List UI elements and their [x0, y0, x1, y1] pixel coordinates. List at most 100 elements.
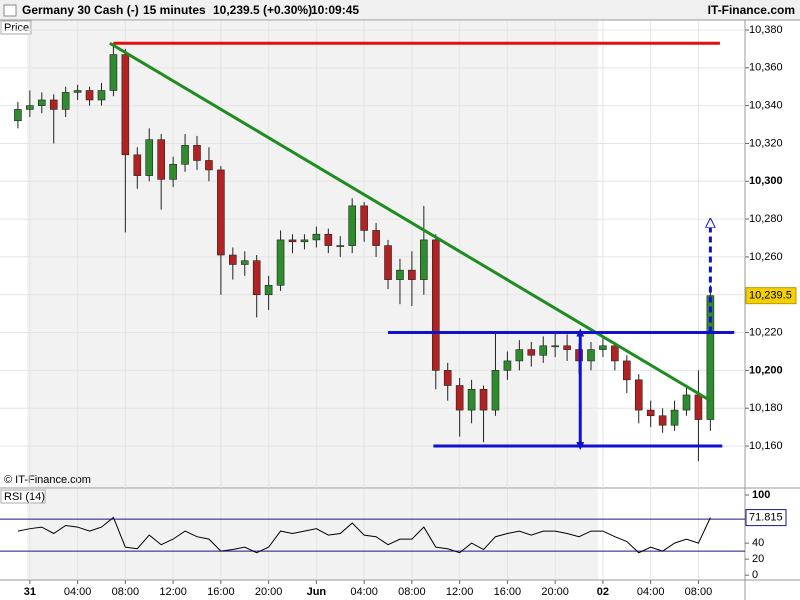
rsi-y-tick-label: 20 — [752, 553, 764, 565]
y-tick-label: 10,300 — [749, 175, 783, 187]
candle-body — [408, 269, 416, 280]
candle-body — [181, 145, 189, 165]
menu-icon[interactable] — [3, 4, 17, 17]
x-tick-label: 20:00 — [541, 586, 569, 598]
candle-body — [324, 233, 333, 246]
x-tick-label: 12:00 — [446, 586, 474, 598]
candle-body — [420, 239, 428, 280]
y-tick-label: 10,180 — [749, 402, 783, 414]
candle-body — [336, 245, 345, 247]
annotation-line — [109, 41, 712, 402]
rsi-y-tick-label: 0 — [752, 569, 758, 581]
candle-body — [288, 239, 297, 243]
y-tick-label: 10,360 — [749, 62, 783, 74]
candle-body — [229, 254, 237, 265]
x-tick-label: 20:00 — [255, 586, 283, 598]
price-label: Price — [4, 22, 29, 34]
candle-body — [623, 360, 631, 381]
rsi-y-tick-label: 100 — [752, 489, 770, 501]
candle-body — [97, 90, 106, 101]
candle-body — [157, 139, 165, 180]
candle-body — [682, 394, 691, 411]
candle-body — [217, 169, 225, 256]
rsi-y-tick-label: 40 — [752, 537, 764, 549]
rsi-last-label: 71.815 — [749, 512, 783, 524]
y-tick-label: 10,280 — [749, 213, 783, 225]
session-shade — [27, 21, 598, 488]
x-tick-label: 31 — [24, 586, 36, 598]
candle-body — [706, 295, 715, 420]
y-tick-label: 10,160 — [749, 440, 783, 452]
candle-body — [49, 99, 58, 110]
y-tick-label: 10,320 — [749, 137, 783, 149]
x-tick-label: Jun — [307, 586, 327, 598]
x-tick-label: 04:00 — [64, 586, 92, 598]
candle-body — [515, 349, 524, 362]
candle-body — [252, 260, 261, 296]
candle-body — [634, 379, 643, 411]
x-tick-label: 04:00 — [350, 586, 378, 598]
x-tick-label: 16:00 — [207, 586, 235, 598]
candle-body — [264, 284, 273, 296]
candle-body — [240, 260, 249, 265]
source: IT-Finance.com — [708, 3, 795, 17]
candle-body — [384, 245, 392, 280]
candle-body — [587, 349, 595, 362]
candle-body — [73, 90, 82, 93]
candle-body — [563, 345, 571, 350]
candle-body — [551, 345, 559, 348]
candle-body — [85, 90, 94, 101]
candle-body — [145, 139, 154, 176]
quote: 10,239.5 (+0.30%) — [213, 3, 312, 17]
x-tick-label: 08:00 — [112, 586, 140, 598]
candle-body — [372, 230, 380, 246]
rsi-title: RSI (14) — [4, 491, 45, 503]
last-price-label: 10,239.5 — [749, 290, 792, 302]
candle-body — [37, 99, 46, 106]
candle-body — [431, 239, 440, 371]
candle-body — [479, 388, 488, 411]
candle-body — [658, 415, 667, 426]
candle-body — [61, 92, 70, 110]
candle-body — [527, 349, 536, 356]
candle-body — [276, 239, 285, 286]
candle-body — [646, 409, 655, 417]
candle-body — [611, 345, 619, 362]
last-price-tag — [745, 287, 797, 305]
candle-body — [205, 160, 213, 171]
y-tick-label: 10,340 — [749, 100, 783, 112]
x-tick-label: 08:00 — [685, 586, 713, 598]
rsi-label-box — [0, 489, 46, 504]
candle-body — [109, 54, 118, 91]
x-tick-label: 16:00 — [494, 586, 522, 598]
x-tick-label: 08:00 — [398, 586, 426, 598]
candle-body — [694, 394, 703, 420]
candle-body — [193, 145, 201, 161]
candle-body — [121, 54, 130, 156]
candle-body — [14, 109, 22, 122]
candle-body — [455, 385, 464, 411]
instrument: Germany 30 Cash (-) — [22, 3, 139, 17]
y-tick-label: 10,200 — [749, 364, 783, 376]
candle-body — [467, 388, 476, 411]
candle-body — [133, 154, 142, 176]
candle-body — [491, 370, 500, 411]
candle-body — [360, 205, 368, 231]
candle-body — [503, 360, 512, 371]
header-bar — [0, 0, 800, 20]
x-tick-label: 04:00 — [637, 586, 665, 598]
candle-body — [300, 239, 309, 243]
rsi-last-tag — [745, 509, 787, 527]
session-shade — [27, 489, 598, 580]
price-label-box — [0, 20, 32, 35]
candle-body — [396, 269, 404, 280]
candle-body — [443, 370, 452, 386]
candle-body — [169, 163, 177, 180]
candle-body — [312, 233, 321, 241]
rsi-line — [17, 516, 711, 554]
candle-body — [26, 105, 34, 110]
y-tick-label: 10,380 — [749, 24, 783, 36]
y-tick-label: 10,220 — [749, 326, 783, 338]
time: 10:09:45 — [311, 3, 359, 17]
